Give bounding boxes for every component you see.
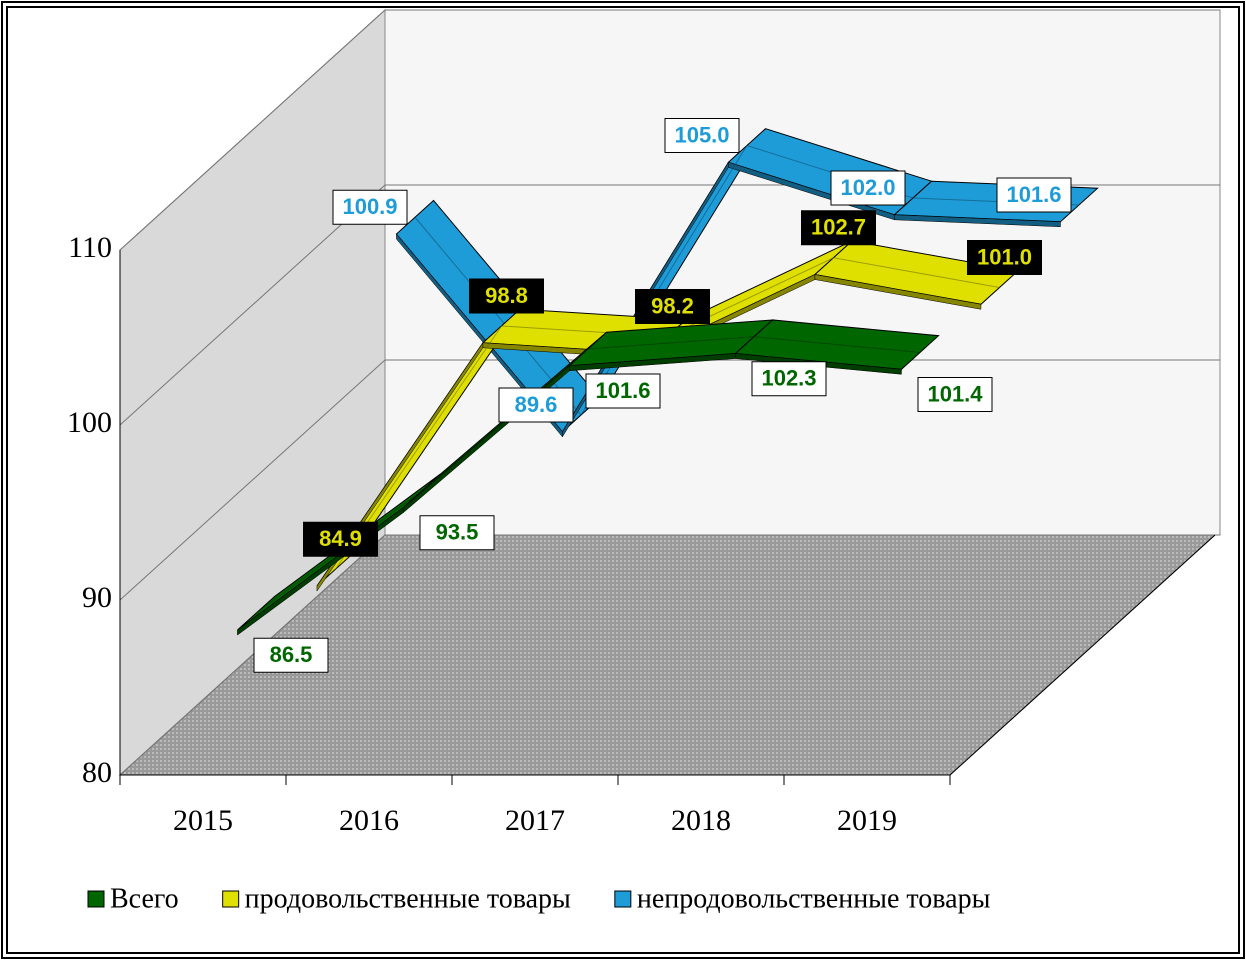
- value-label: 98.8: [485, 283, 528, 308]
- frame: [6, 6, 1240, 954]
- value-label: 89.6: [515, 392, 558, 417]
- value-label-box: [917, 377, 993, 412]
- value-label: 84.9: [319, 526, 362, 551]
- value-label: 102.3: [761, 366, 816, 391]
- value-label-box: [419, 515, 495, 551]
- x-tick-label: 2019: [837, 804, 897, 837]
- x-tick-label: 2018: [671, 804, 731, 837]
- legend-label: Всего: [110, 883, 179, 914]
- value-label-box: [469, 278, 544, 314]
- value-label: 93.5: [436, 520, 479, 545]
- grid-line: [119, 359, 386, 601]
- value-label-box: [303, 521, 378, 557]
- grid-line: [119, 9, 386, 251]
- value-label: 101.6: [1006, 182, 1061, 207]
- ribbon-face: [894, 214, 1061, 228]
- value-label-box: [332, 189, 408, 225]
- x-tick-label: 2016: [339, 804, 399, 837]
- value-label-box: [585, 373, 661, 409]
- value-label-box: [751, 361, 827, 397]
- value-label-box: [996, 177, 1072, 213]
- y-tick-label: 80: [82, 756, 112, 789]
- value-label-box: [967, 240, 1042, 275]
- legend-swatch: [222, 890, 240, 908]
- grid-line: [119, 534, 386, 776]
- value-label-box: [635, 289, 710, 324]
- value-label: 102.7: [811, 215, 866, 240]
- legend-swatch: [87, 890, 105, 908]
- value-label: 100.9: [342, 194, 397, 219]
- value-label-box: [664, 118, 740, 153]
- legend-label: продовольственные товары: [245, 883, 571, 914]
- value-label: 98.2: [651, 293, 694, 318]
- value-label: 101.6: [595, 378, 650, 403]
- y-tick-label: 110: [68, 231, 112, 264]
- y-tick-label: 100: [67, 406, 112, 439]
- value-label-box: [801, 210, 876, 246]
- value-label-box: [498, 387, 574, 423]
- x-tick-label: 2017: [505, 804, 565, 837]
- value-label: 101.4: [927, 381, 983, 406]
- ribbon-face: [814, 274, 982, 310]
- legend-swatch: [614, 890, 632, 908]
- grid-line: [119, 184, 386, 426]
- value-label-box: [830, 170, 906, 206]
- axis: [949, 534, 1216, 776]
- y-tick-label: 90: [82, 581, 112, 614]
- value-label: 86.5: [270, 642, 313, 667]
- value-label: 102.0: [840, 175, 895, 200]
- value-label-box: [253, 637, 329, 673]
- legend-label: непродовольственные товары: [637, 883, 991, 914]
- value-label: 101.0: [977, 244, 1032, 269]
- x-tick-label: 2015: [173, 804, 233, 837]
- value-label: 105.0: [674, 122, 729, 147]
